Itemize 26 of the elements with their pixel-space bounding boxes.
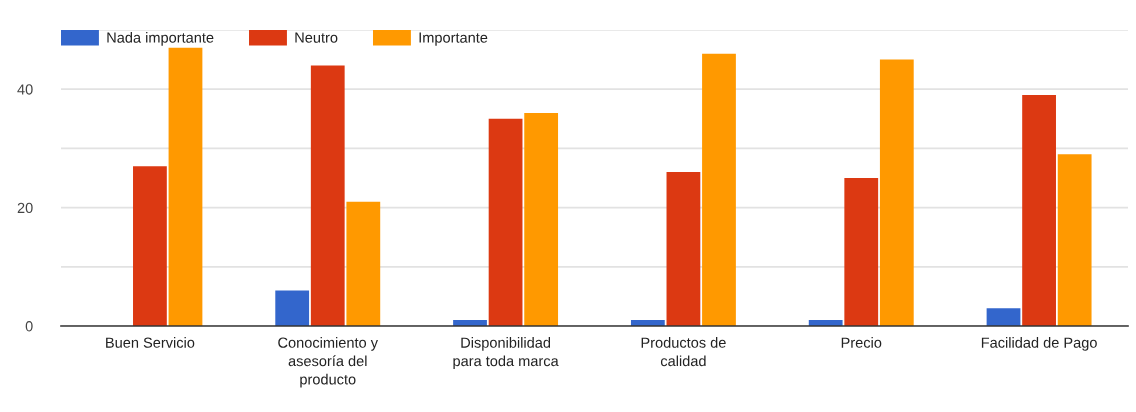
x-tick-label: Disponibilidad para toda marca <box>453 337 559 370</box>
y-tick-label: 0 <box>25 321 33 332</box>
legend-label: Importante <box>419 32 488 46</box>
legend-label: Neutro <box>295 32 338 43</box>
bar <box>346 201 381 326</box>
bar <box>666 172 701 326</box>
legend-label: Nada importante <box>107 32 214 46</box>
y-tick-label: 20 <box>17 202 33 214</box>
bar <box>488 118 523 326</box>
bar <box>986 308 1021 326</box>
y-tick-label: 40 <box>17 84 33 95</box>
x-tick-label: Buen Servicio <box>106 337 195 348</box>
bar <box>702 53 736 326</box>
bar <box>524 112 559 326</box>
bar <box>1022 95 1056 326</box>
x-tick-label: Precio <box>841 337 882 348</box>
x-tick-label: Facilidad de Pago <box>981 337 1097 351</box>
bar <box>1057 154 1092 326</box>
bar <box>879 59 914 326</box>
bar <box>133 166 167 326</box>
bar <box>168 47 203 326</box>
bar <box>844 178 879 326</box>
bar <box>275 290 310 326</box>
x-tick-label: Conocimiento y asesoría del producto <box>278 337 378 388</box>
bar <box>310 65 345 326</box>
x-tick-label: Productos de calidad <box>641 337 726 367</box>
